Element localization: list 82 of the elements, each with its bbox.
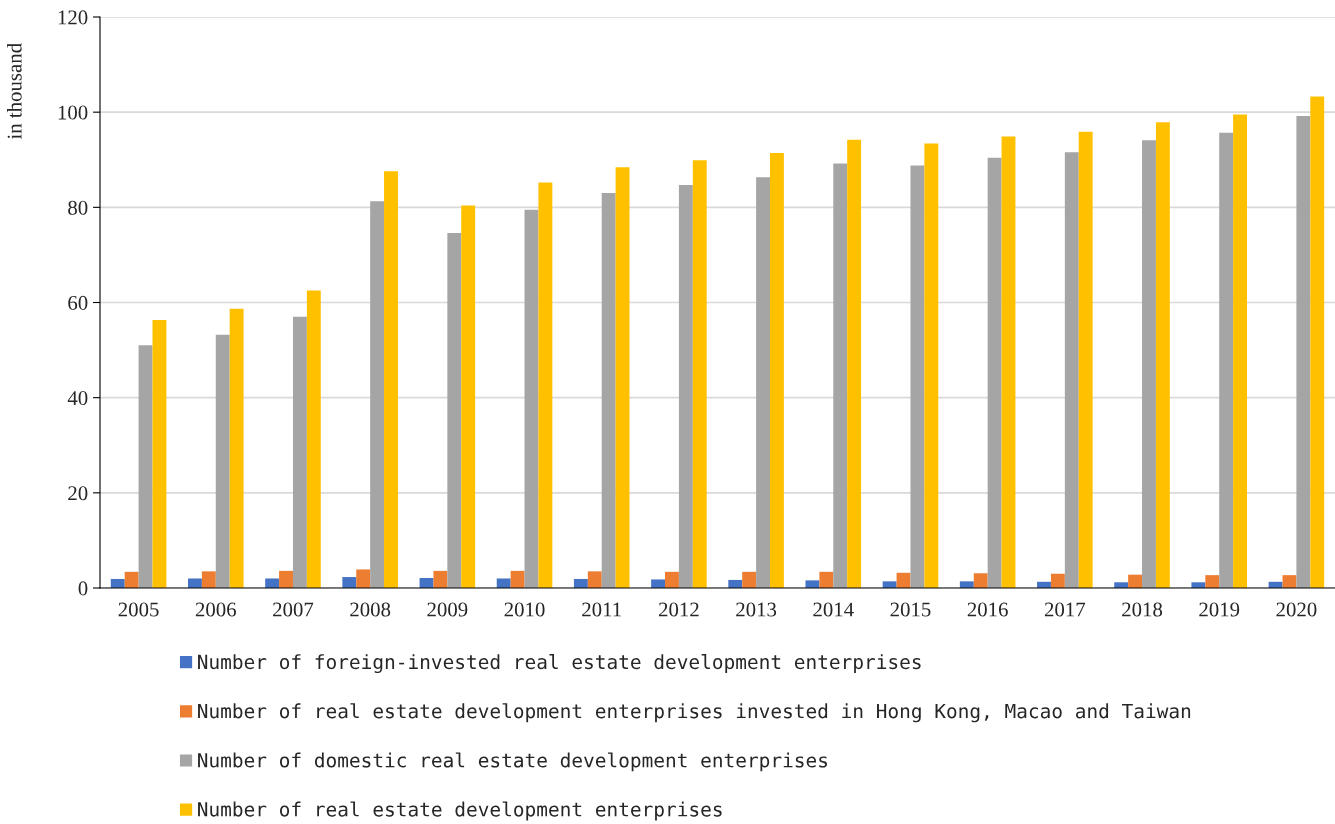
y-tick-label: 60 — [68, 295, 88, 310]
bar — [1128, 574, 1143, 588]
bar — [833, 163, 848, 588]
bar — [1310, 96, 1325, 588]
bar — [292, 316, 307, 588]
x-tick-label: 2006 — [195, 602, 236, 617]
bar — [496, 578, 511, 588]
x-tick-label: 2008 — [350, 602, 391, 617]
x-tick-label: 2007 — [273, 602, 314, 617]
bar — [124, 571, 139, 588]
bar — [1296, 115, 1311, 588]
bar — [510, 570, 525, 588]
bar — [615, 167, 630, 588]
bar — [769, 153, 784, 588]
y-axis-title: in thousand — [7, 43, 22, 140]
legend-label: Number of real estate development enterprises — [198, 801, 722, 821]
x-tick-label: 2012 — [658, 602, 699, 617]
bar — [910, 165, 925, 588]
bar — [1064, 152, 1079, 588]
bar — [1001, 136, 1016, 588]
bar — [805, 580, 820, 588]
bar — [756, 177, 770, 588]
bar — [1233, 114, 1248, 588]
bar — [279, 570, 293, 588]
y-tick-label: 120 — [58, 10, 88, 25]
x-tick-label: 2019 — [1199, 602, 1240, 617]
bar — [882, 581, 897, 588]
legend-label: Number of foreign-invested real estate development enterprises — [198, 654, 921, 674]
bar — [356, 569, 371, 588]
bar — [678, 184, 693, 588]
bar — [433, 570, 448, 588]
bar — [847, 139, 862, 588]
legend-label: Number of domestic real estate development enterprises — [198, 752, 827, 772]
bar — [447, 233, 462, 588]
legend-label: Number of real estate development enterprises invested in Hong Kong, Macao and Taiwan — [198, 703, 1191, 723]
bar — [1078, 131, 1093, 588]
y-tick-label: 20 — [68, 486, 88, 501]
y-tick-label: 40 — [67, 391, 88, 406]
x-tick-label: 2011 — [582, 602, 621, 617]
bar — [665, 571, 679, 588]
x-tick-label: 2010 — [504, 602, 545, 617]
x-tick-label: 2009 — [427, 602, 468, 617]
bar — [1219, 132, 1234, 588]
bar — [1205, 575, 1220, 588]
x-tick-label: 2013 — [736, 602, 777, 617]
bar — [1155, 122, 1170, 588]
bar — [306, 290, 321, 588]
y-tick-label: 80 — [68, 200, 88, 215]
bar — [201, 571, 216, 588]
bar — [187, 578, 202, 588]
bar — [138, 345, 153, 588]
x-tick-label: 2018 — [1122, 602, 1163, 617]
bar — [1050, 573, 1065, 588]
y-tick-label: 100 — [58, 105, 88, 120]
bar — [973, 573, 988, 588]
x-tick-label: 2017 — [1044, 602, 1086, 617]
bar — [587, 571, 602, 588]
x-tick-label: 2020 — [1276, 602, 1317, 617]
bar — [524, 209, 539, 588]
x-tick-label: 2016 — [967, 602, 1008, 617]
bar — [601, 193, 616, 588]
bar — [342, 577, 357, 588]
bar — [265, 578, 280, 588]
x-tick-label: 2005 — [118, 602, 159, 617]
bar — [1142, 140, 1156, 588]
x-tick-label: 2015 — [890, 602, 931, 617]
bar — [987, 157, 1002, 588]
x-tick-label: 2014 — [813, 602, 854, 617]
bar — [215, 334, 230, 588]
bar — [384, 171, 398, 588]
bar — [152, 320, 167, 588]
bar — [229, 308, 244, 588]
bar — [742, 571, 757, 588]
bar — [461, 205, 476, 588]
bar — [959, 581, 974, 588]
bar — [924, 143, 939, 588]
bar — [819, 571, 834, 588]
bar — [370, 201, 385, 588]
bar — [692, 160, 707, 588]
bar — [651, 579, 666, 588]
y-tick-label: 0 — [78, 581, 88, 596]
bar — [538, 182, 553, 588]
